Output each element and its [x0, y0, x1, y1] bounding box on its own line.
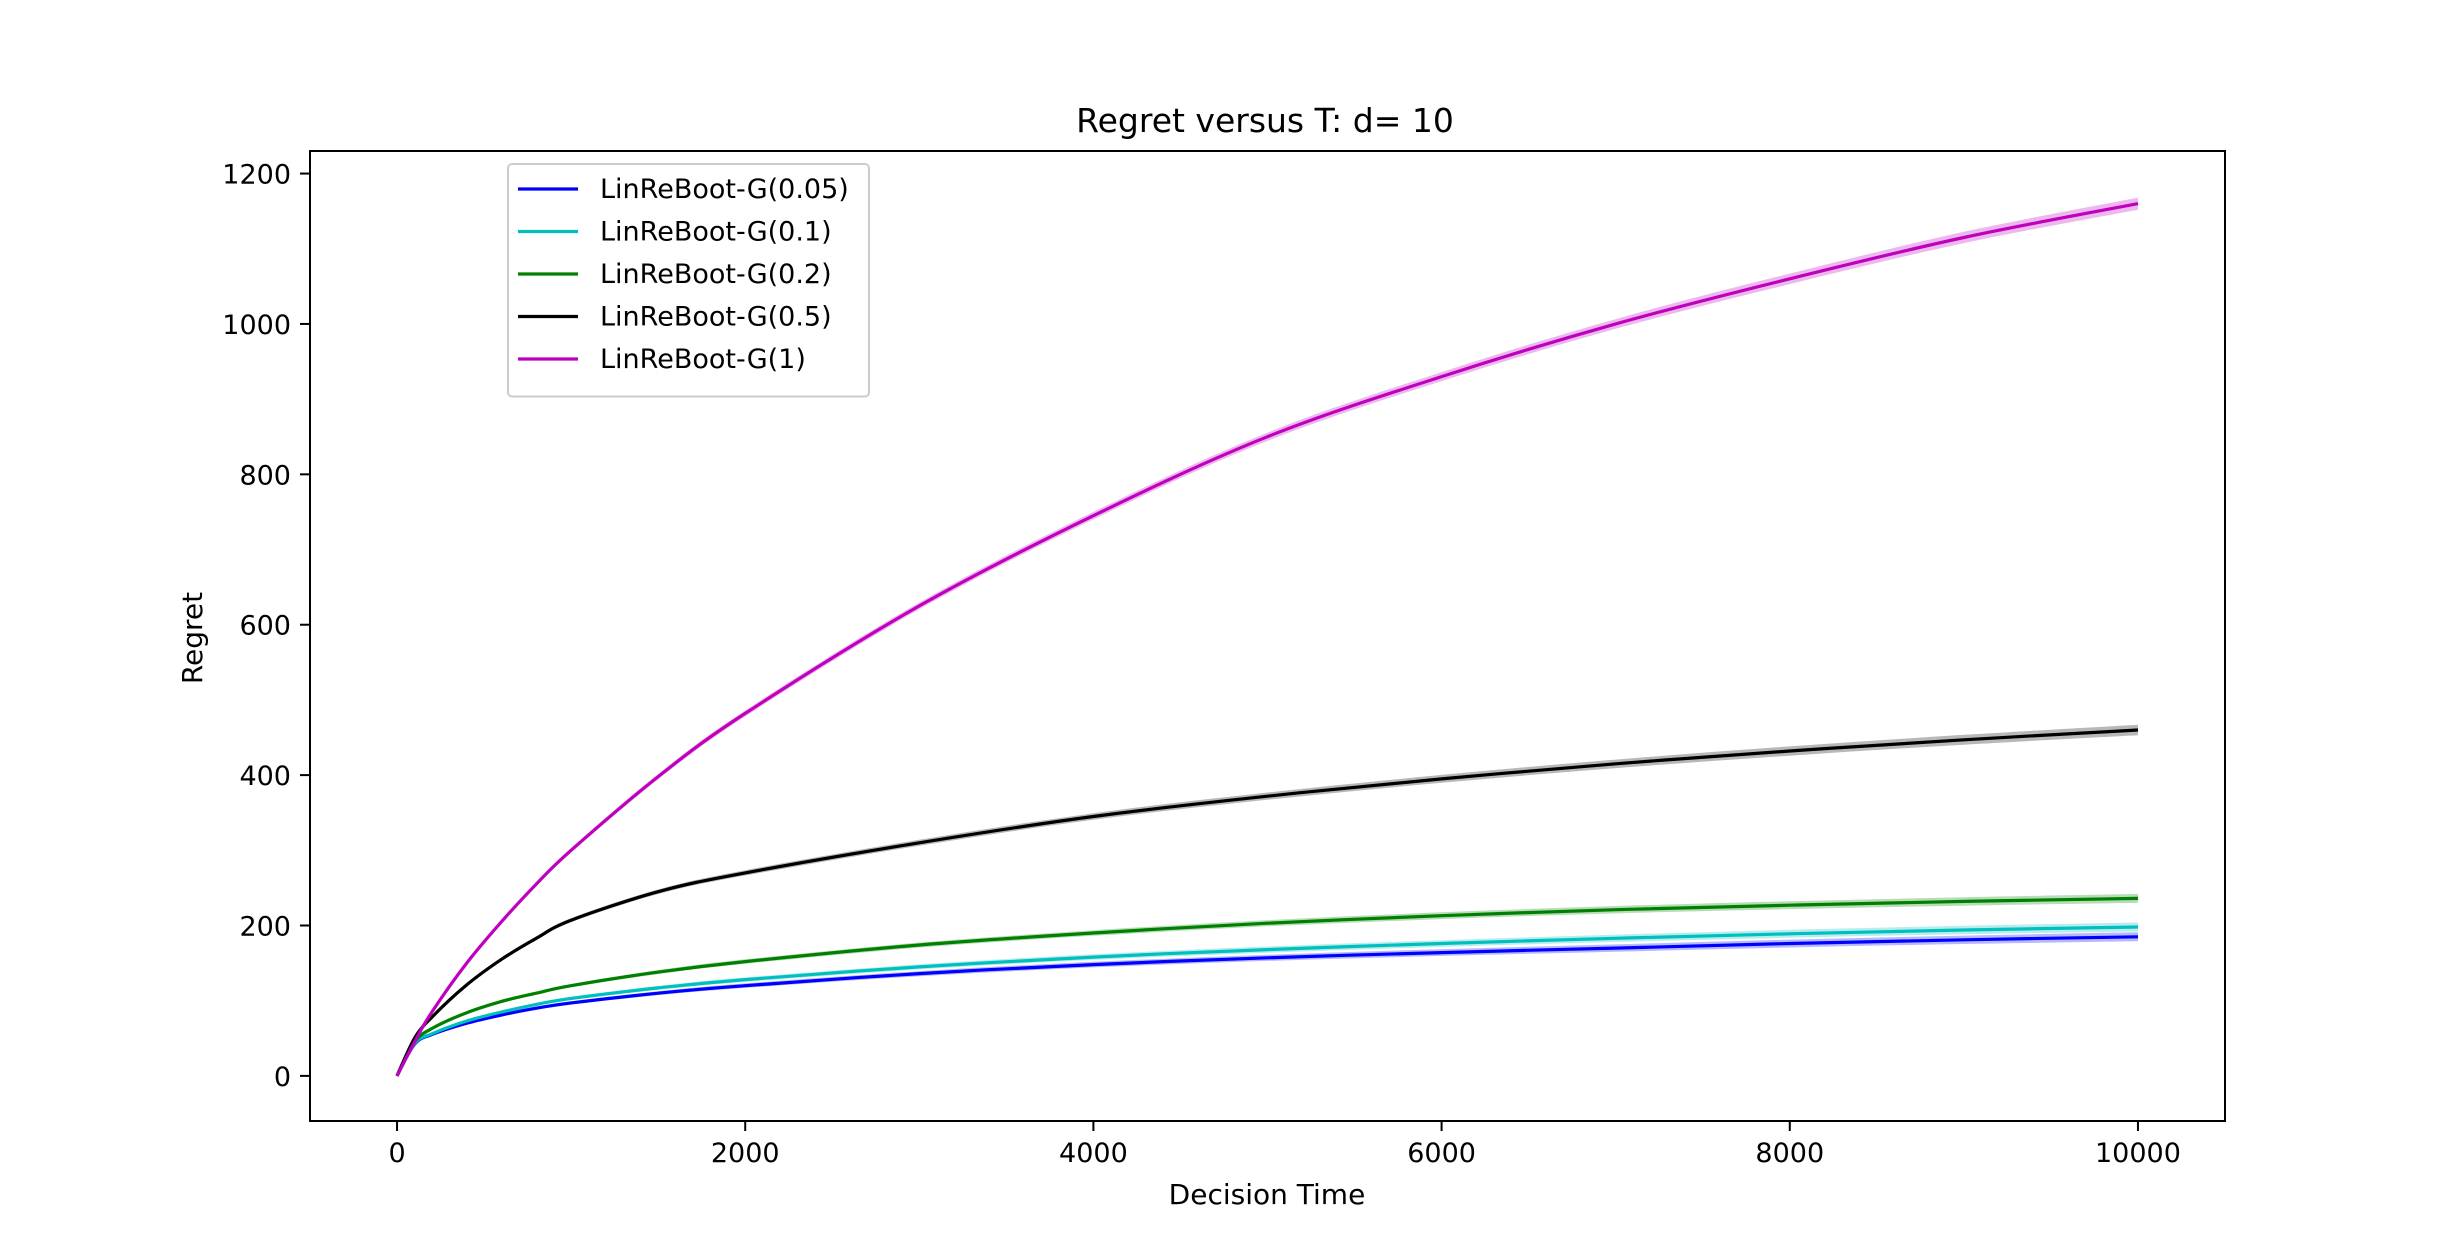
x-axis-ticks: 0 2000 4000 6000 8000 10000	[388, 1121, 2181, 1169]
x-tick-label: 6000	[1407, 1138, 1476, 1169]
legend-label-0: LinReBoot-G(0.05)	[600, 174, 849, 205]
x-tick-label: 10000	[2095, 1138, 2181, 1169]
legend-label-2: LinReBoot-G(0.2)	[600, 259, 832, 290]
legend-box	[507, 163, 870, 398]
legend-label-3: LinReBoot-G(0.5)	[600, 302, 832, 333]
x-axis-label: Decision Time	[1169, 1178, 1366, 1211]
y-tick-label: 1200	[222, 160, 291, 191]
y-tick-label: 600	[239, 611, 291, 642]
x-tick-label: 2000	[711, 1138, 780, 1169]
legend-label-4: LinReBoot-G(1)	[600, 344, 806, 375]
y-tick-label: 400	[239, 761, 291, 792]
x-tick-label: 8000	[1755, 1138, 1824, 1169]
y-axis-label: Regret	[176, 592, 209, 684]
series-line-4	[395, 202, 2139, 1077]
series-line-1	[395, 925, 2139, 1077]
plot-area-frame	[309, 150, 2226, 1122]
x-tick-label: 4000	[1059, 1138, 1128, 1169]
y-tick-label: 1000	[222, 310, 291, 341]
x-tick-label: 0	[388, 1138, 405, 1169]
series-lines	[395, 202, 2139, 1077]
chart-title: Regret versus T: d= 10	[1076, 101, 1454, 140]
y-tick-label: 200	[239, 911, 291, 942]
legend: LinReBoot-G(0.05) LinReBoot-G(0.1) LinReBo…	[507, 163, 870, 398]
series-line-3	[395, 728, 2139, 1077]
legend-label-1: LinReBoot-G(0.1)	[600, 217, 832, 248]
y-tick-label: 0	[274, 1062, 291, 1093]
y-axis-ticks: 0 200 400 600 800 1000 1200	[222, 160, 310, 1093]
series-line-2	[395, 896, 2139, 1077]
y-tick-label: 800	[239, 460, 291, 491]
series-line-0	[395, 935, 2139, 1077]
